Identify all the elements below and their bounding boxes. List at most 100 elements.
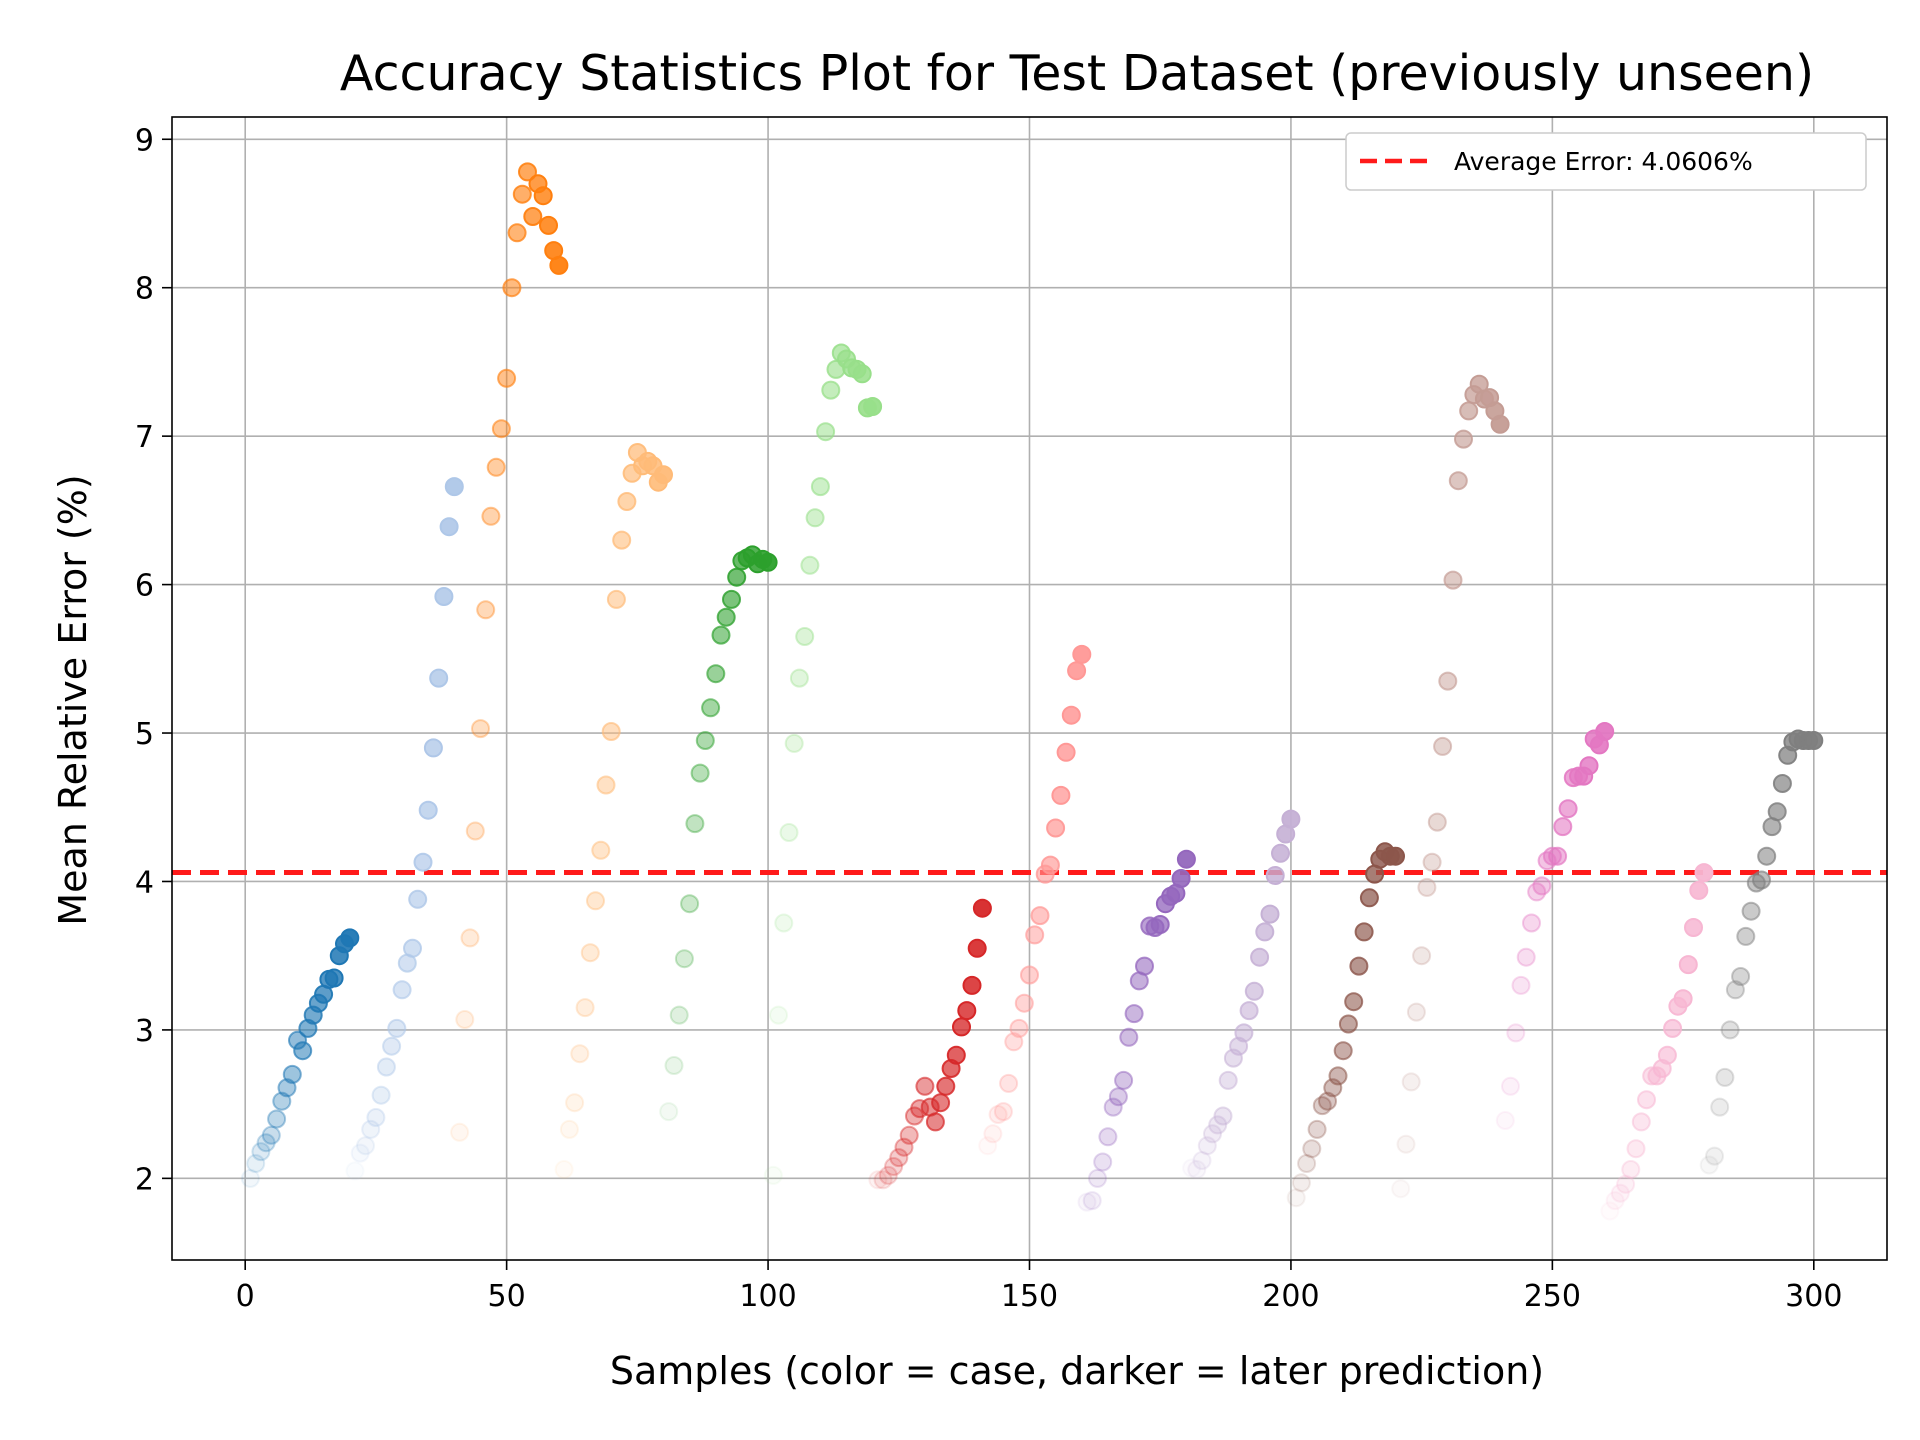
data-point xyxy=(612,530,632,550)
data-point xyxy=(706,664,726,684)
data-point xyxy=(1741,901,1761,921)
data-point xyxy=(1731,967,1751,986)
y-tick-label: 2 xyxy=(135,1162,154,1197)
data-point xyxy=(497,368,517,388)
data-point xyxy=(324,968,344,988)
data-point xyxy=(999,1073,1019,1093)
data-point xyxy=(1757,846,1777,866)
data-point xyxy=(596,775,616,795)
series-case-11 xyxy=(1286,842,1405,1208)
data-point xyxy=(1626,1139,1646,1159)
data-point xyxy=(925,1112,945,1132)
data-point xyxy=(1767,802,1787,822)
series-case-6 xyxy=(763,343,883,1185)
data-point xyxy=(1333,1041,1353,1061)
data-point xyxy=(899,1125,919,1145)
series-case-14 xyxy=(1600,863,1714,1221)
data-point xyxy=(936,1076,956,1096)
data-point xyxy=(434,587,454,606)
x-tick-label: 250 xyxy=(1524,1279,1581,1314)
data-point xyxy=(1213,1106,1233,1126)
data-point xyxy=(1506,1023,1526,1043)
data-point xyxy=(1511,975,1531,995)
data-point xyxy=(873,1170,893,1190)
data-point xyxy=(1297,1154,1317,1173)
data-point xyxy=(1386,846,1405,866)
data-point xyxy=(282,1064,302,1084)
data-point xyxy=(591,840,611,860)
data-point xyxy=(1705,1146,1724,1166)
data-point xyxy=(1203,1124,1222,1144)
data-point xyxy=(376,1057,396,1077)
data-point xyxy=(1344,992,1364,1012)
data-point xyxy=(915,1076,935,1096)
data-point xyxy=(1616,1174,1636,1194)
y-tick-label: 6 xyxy=(135,569,154,604)
data-points xyxy=(240,162,1824,1221)
data-point xyxy=(868,1170,888,1190)
data-point xyxy=(1422,852,1442,872)
data-point xyxy=(863,397,883,416)
data-point xyxy=(251,1142,271,1162)
data-point xyxy=(957,1001,977,1021)
data-point xyxy=(1673,989,1693,1009)
data-point xyxy=(1119,1027,1139,1047)
series-case-8 xyxy=(978,644,1092,1156)
data-point xyxy=(1725,980,1745,1000)
data-point xyxy=(1684,918,1703,937)
data-point xyxy=(878,1165,898,1185)
data-point xyxy=(1595,722,1615,741)
data-point xyxy=(1328,1066,1348,1086)
data-point xyxy=(1553,817,1573,837)
data-point xyxy=(293,1041,313,1061)
data-point xyxy=(267,1109,287,1129)
data-point xyxy=(695,731,715,750)
data-point xyxy=(507,223,527,243)
data-point xyxy=(1689,880,1709,900)
data-point xyxy=(481,506,501,526)
data-point xyxy=(894,1137,914,1157)
data-point xyxy=(580,943,600,963)
data-point xyxy=(392,980,412,1000)
data-point xyxy=(1218,1070,1238,1090)
data-point xyxy=(423,738,443,758)
data-point xyxy=(455,1010,475,1029)
data-point xyxy=(654,465,673,485)
data-point xyxy=(1197,1136,1217,1156)
legend-box xyxy=(1345,132,1867,191)
data-point xyxy=(387,1018,407,1038)
data-point xyxy=(371,1085,391,1105)
data-point xyxy=(1192,1151,1212,1170)
data-point xyxy=(586,891,605,911)
data-point xyxy=(1710,1097,1730,1117)
data-point xyxy=(523,207,543,226)
series-case-1 xyxy=(240,928,360,1188)
data-point xyxy=(1406,1002,1426,1022)
series-case-12 xyxy=(1391,374,1510,1199)
data-point xyxy=(413,852,433,872)
data-point xyxy=(1516,947,1536,967)
data-point xyxy=(471,719,490,739)
data-point xyxy=(512,184,532,204)
data-point xyxy=(429,668,449,688)
data-point xyxy=(889,1148,909,1168)
data-point xyxy=(450,1122,470,1142)
data-point xyxy=(356,1136,375,1156)
data-point xyxy=(502,278,522,298)
series-case-9 xyxy=(1077,849,1196,1212)
data-point xyxy=(1004,1032,1024,1052)
data-point xyxy=(1349,956,1369,976)
data-point xyxy=(1051,785,1071,805)
data-point xyxy=(800,555,820,575)
data-point xyxy=(606,589,626,609)
data-point xyxy=(1208,1115,1228,1135)
data-point xyxy=(1657,1045,1677,1065)
x-tick-label: 0 xyxy=(236,1279,255,1314)
data-point xyxy=(575,998,595,1018)
data-point xyxy=(1067,661,1087,681)
data-point xyxy=(465,821,485,841)
data-point xyxy=(1354,922,1374,942)
data-point xyxy=(533,186,553,206)
data-point xyxy=(952,1017,971,1037)
data-point xyxy=(993,1102,1013,1122)
